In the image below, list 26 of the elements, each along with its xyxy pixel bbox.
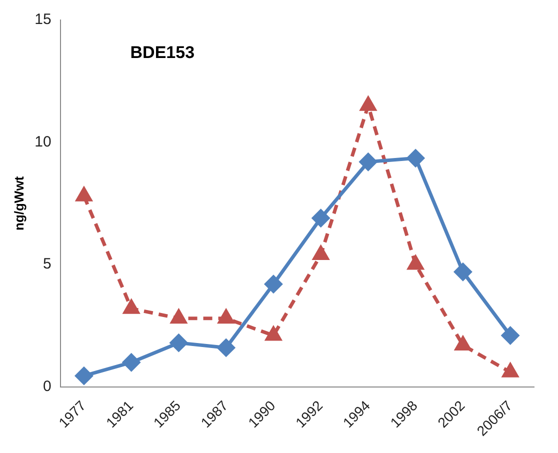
point bbox=[454, 263, 472, 281]
point bbox=[360, 96, 376, 111]
point bbox=[406, 149, 424, 167]
point bbox=[312, 209, 330, 227]
point bbox=[170, 310, 187, 324]
point bbox=[266, 326, 282, 341]
point bbox=[75, 367, 93, 385]
point bbox=[313, 246, 329, 260]
point bbox=[359, 153, 377, 171]
point bbox=[502, 363, 518, 378]
point bbox=[76, 187, 92, 202]
y-tick-label: 0 bbox=[42, 378, 52, 395]
y-tick-label: 10 bbox=[34, 133, 52, 150]
point bbox=[218, 310, 234, 324]
point bbox=[124, 300, 140, 314]
point bbox=[264, 275, 282, 293]
point bbox=[217, 338, 235, 356]
point bbox=[502, 326, 520, 344]
y-axis-title: ng/gWwt bbox=[11, 176, 26, 230]
point bbox=[122, 354, 140, 372]
text: BDE153 bbox=[130, 43, 195, 62]
y-tick-label: 15 bbox=[34, 11, 52, 28]
point bbox=[170, 334, 188, 352]
point bbox=[455, 336, 471, 351]
y-tick-label: 5 bbox=[42, 256, 52, 273]
point bbox=[408, 256, 424, 270]
